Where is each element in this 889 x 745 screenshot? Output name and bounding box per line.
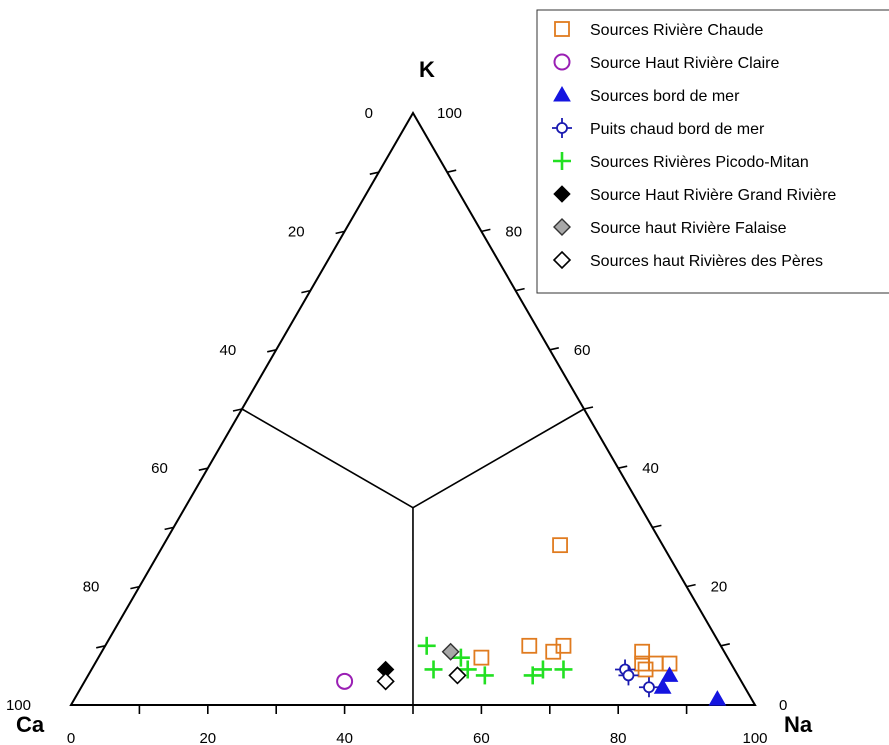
data-point [533,660,552,679]
left-tick [164,526,174,531]
data-point [555,637,572,654]
right-tick-label: 40 [642,460,659,477]
data-point [647,655,664,672]
left-tick-label: 0 [365,105,373,122]
data-point [424,660,443,679]
data-point [451,648,470,667]
bottom-tick-label: 80 [610,730,627,745]
data-point [708,690,727,706]
left-tick [198,467,208,471]
data-point [552,537,568,554]
legend-box [536,9,889,294]
data-point [376,672,395,691]
legend-entry: Sources haut Rivières des Pères [590,253,823,270]
legend-marker [552,250,572,270]
right-tick [447,169,457,173]
right-tick-label: 80 [505,223,522,240]
data-point [448,666,467,685]
apex-label-right: Na [784,712,813,737]
data-point [523,666,542,685]
data-point [545,643,562,660]
bottom-tick-label: 100 [742,730,767,745]
data-point [618,665,639,686]
left-tick-label: 20 [288,223,305,240]
data-point [653,678,672,694]
data-point [638,677,659,698]
data-point [637,661,654,678]
right-tick [515,287,525,292]
data-point [336,672,354,690]
data-point [473,649,490,666]
bottom-tick-label: 0 [67,730,75,745]
data-points [336,537,727,706]
legend-entry: Sources Rivières Picodo-Mitan [590,154,809,171]
left-tick-label: 60 [151,460,168,477]
apex-label-left: Ca [16,712,45,737]
bottom-tick-label: 60 [473,730,490,745]
legend: Sources Rivière Chaude Source Haut Rivièr… [536,9,889,294]
right-tick-label: 20 [711,579,728,596]
legend-entry: Puits chaud bord de mer [590,121,765,138]
legend-entry: Source haut Rivière Falaise [590,220,787,237]
data-point [634,643,651,660]
legend-marker [553,85,571,102]
right-tick-label: 60 [574,342,591,359]
left-tick-label: 40 [220,342,237,359]
right-tick-label: 0 [779,697,787,714]
right-tick [686,583,696,588]
legend-marker [553,53,571,71]
legend-marker [553,218,571,236]
legend-marker [552,118,572,138]
left-tick [232,408,243,412]
apex-labels: K Ca Na [16,57,813,737]
right-tick [583,406,594,410]
left-tick-label: 80 [83,579,100,596]
field-divider-line [241,408,414,509]
right-tick [618,465,628,469]
left-tick-label: 100 [6,697,31,714]
tick-labels: 0 20 40 60 80 100 0 20 40 60 80 100 100 80 60 40 20 0 [6,105,787,745]
left-tick [96,645,106,649]
data-point [417,636,436,655]
data-point [475,666,494,685]
bottom-tick-label: 40 [336,730,353,745]
right-tick [652,524,662,529]
right-tick [481,228,491,233]
left-tick [130,585,140,590]
right-tick [549,347,559,351]
left-tick [301,289,311,294]
field-divider-line [412,408,585,509]
legend-entry: Sources Rivière Chaude [590,22,764,39]
left-tick [335,230,345,235]
data-point [458,660,477,679]
legend-marker [554,21,570,37]
data-point [441,642,460,661]
tick-marks [96,169,730,714]
legend-marker [553,152,571,170]
left-tick [267,349,277,353]
data-point [660,666,679,682]
data-point [554,660,573,679]
legend-entry: Source Haut Rivière Grand Rivière [590,187,836,204]
data-point [521,637,538,654]
right-tick-label: 100 [437,105,462,122]
legend-marker [553,185,571,203]
left-tick [369,171,379,175]
apex-label-top: K [419,57,435,82]
legend-entry: Sources bord de mer [590,88,740,105]
legend-entry: Source Haut Rivière Claire [590,55,780,72]
bottom-tick-label: 20 [199,730,216,745]
right-tick [720,643,730,647]
